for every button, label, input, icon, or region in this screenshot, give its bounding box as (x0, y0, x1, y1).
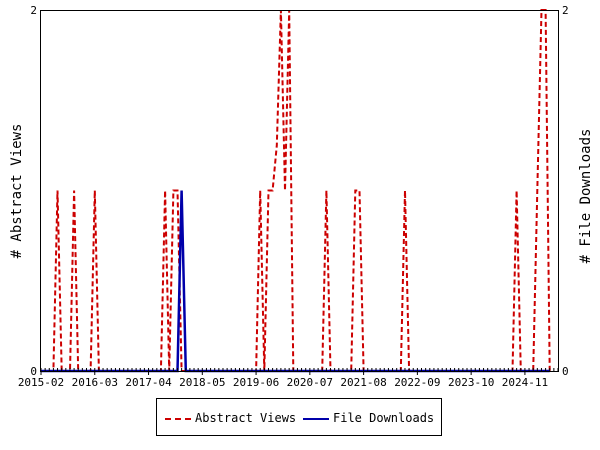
x-tick-label: 2018-05 (179, 376, 225, 389)
series-layer (41, 9, 551, 373)
legend: Abstract Views File Downloads (156, 398, 442, 436)
x-tick-label: 2015-02 (18, 376, 64, 389)
x-tick-label: 2023-10 (448, 376, 494, 389)
x-tick-label: 2021-08 (340, 376, 386, 389)
x-tick-label: 2019-06 (233, 376, 279, 389)
y-right-tick-label: 2 (562, 4, 569, 17)
right-axis-title: # File Downloads (578, 129, 594, 264)
x-tick-label: 2017-04 (125, 376, 172, 389)
plot-frame (40, 10, 559, 372)
series-line-file-downloads (41, 190, 550, 373)
x-tick-label: 2024-11 (502, 376, 548, 389)
legend-swatch-abstract-views (165, 418, 191, 420)
legend-swatch-file-downloads (303, 418, 329, 420)
legend-label-abstract-views: Abstract Views (195, 411, 297, 425)
legend-label-file-downloads: File Downloads (333, 411, 435, 425)
y-left-tick-label: 0 (30, 365, 37, 378)
x-axis: 2015-02 2016-03 2017-04 2018-05 2019-06 2020-… (18, 368, 559, 389)
left-axis-title: # Abstract Views (9, 124, 25, 259)
x-tick-label: 2022-09 (394, 376, 440, 389)
y-right-tick-label: 0 (562, 365, 569, 378)
y-axis: 0 2 0 2 (30, 4, 568, 378)
x-tick-label: 2020-07 (287, 376, 333, 389)
x-tick-label: 2016-03 (72, 376, 118, 389)
y-left-tick-label: 2 (30, 4, 37, 17)
series-line-abstract-views (41, 9, 551, 372)
